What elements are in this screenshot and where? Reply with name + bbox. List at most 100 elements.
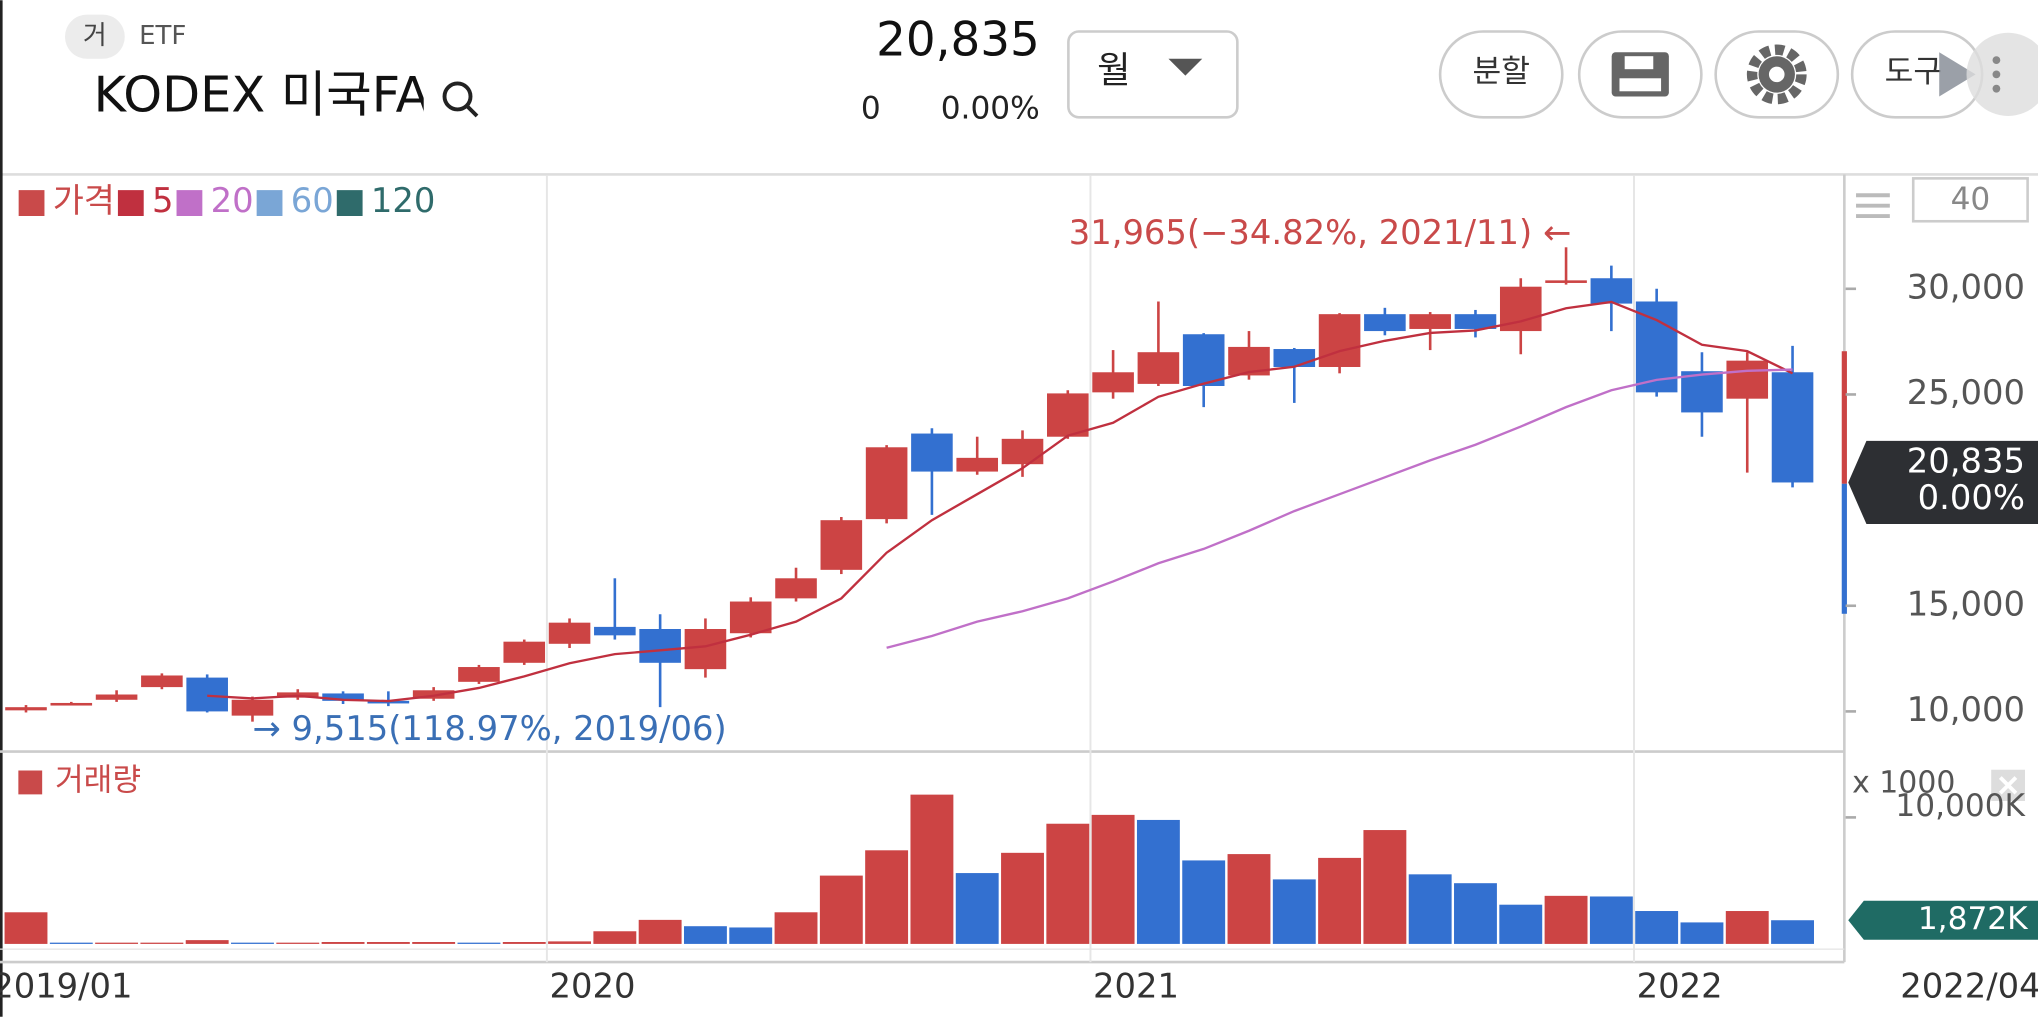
volume-bar	[1771, 920, 1814, 944]
x-tick-label: 2021	[1093, 967, 1179, 1006]
volume-title: 거래량	[55, 762, 141, 798]
candle-body	[231, 699, 274, 716]
volume-bar	[593, 931, 637, 944]
volume-bar	[366, 942, 410, 944]
candle-body	[1726, 360, 1769, 399]
volume-bar	[1227, 854, 1271, 944]
more-dots	[1992, 56, 2001, 93]
dropdown-arrow	[1168, 58, 1203, 76]
volume-bar	[95, 942, 139, 944]
legend: ■ 가격■ 5■ 20■ 60■ 120	[16, 180, 436, 219]
change-pct: 0.00%	[941, 90, 1040, 126]
legend-label: 120	[371, 180, 435, 219]
volume-bar	[1046, 823, 1090, 944]
candle-body	[503, 641, 546, 663]
volume-unit: x 1000	[1852, 766, 1955, 801]
close-volume[interactable]	[1991, 769, 2026, 801]
volume-bar	[819, 875, 863, 944]
y-tick-label: 30,000	[1907, 267, 2025, 306]
volume-bar	[729, 927, 773, 944]
volume-bar	[49, 942, 93, 944]
legend-marker: ■	[334, 180, 366, 219]
volume-y-tick-label: 10,000K	[1895, 788, 2026, 824]
volume-bar	[1363, 830, 1407, 944]
volume-bar	[955, 873, 999, 944]
candle-body	[1137, 352, 1180, 384]
split-button[interactable]	[1438, 30, 1564, 119]
high-annotation: 31,965(−34.82%, 2021/11) ←	[1069, 213, 1572, 252]
legend-label: 5	[152, 180, 174, 219]
candle-body	[1590, 278, 1633, 304]
change: 0	[861, 90, 881, 126]
candle-body	[5, 707, 47, 711]
period-count-box[interactable]	[1911, 177, 2029, 223]
candle-body	[865, 447, 908, 520]
candle-body	[1545, 280, 1587, 283]
candle-body	[729, 601, 772, 634]
range-indicator-up	[1841, 351, 1847, 484]
volume-bar	[1272, 879, 1316, 944]
candle-body	[1364, 314, 1406, 332]
period: 월	[1097, 48, 1130, 91]
volume-bar	[774, 912, 818, 944]
volume-bar	[1136, 819, 1180, 944]
volume-bar	[457, 942, 501, 944]
candle-body	[322, 693, 364, 701]
volume-tag-label: 1,872K	[1918, 901, 2029, 937]
range-indicator-down	[1841, 483, 1847, 614]
x-tick-label: 2022	[1637, 967, 1723, 1006]
volume-bar	[1001, 852, 1044, 944]
candle-body	[458, 667, 500, 682]
y-tick-label: 15,000	[1907, 584, 2025, 623]
volume-bar	[1635, 911, 1679, 944]
search-icon[interactable]	[442, 81, 479, 118]
volume-bar	[1091, 814, 1135, 944]
more-button[interactable]	[1966, 32, 2038, 116]
candle-body	[1681, 371, 1723, 413]
volume-bar	[4, 912, 48, 944]
price-tag	[1848, 440, 2038, 525]
legend-label: 20	[211, 180, 254, 219]
play-icon[interactable]	[1939, 52, 1976, 97]
volume-bar	[1544, 895, 1588, 944]
volume-bar	[865, 850, 909, 944]
volume-bar	[638, 919, 682, 944]
volume-bar	[1408, 874, 1452, 944]
volume-bar	[683, 926, 727, 944]
split-label: 분할	[1473, 54, 1530, 90]
period-dropdown[interactable]	[1067, 30, 1239, 119]
candle-body	[1092, 372, 1134, 393]
x-tick-label: 2020	[549, 967, 635, 1006]
volume-bar	[140, 942, 184, 944]
candle-body	[820, 520, 863, 570]
volume-bar	[231, 942, 274, 944]
candle-body	[1047, 393, 1089, 437]
candle-body	[141, 675, 183, 688]
candle-body	[684, 628, 727, 670]
menu-icon[interactable]	[1856, 193, 1890, 219]
volume-bar	[1725, 911, 1769, 944]
stock-name[interactable]: KODEX 미국FA	[94, 65, 430, 123]
badge	[64, 14, 125, 59]
price: 20,835	[876, 14, 1040, 68]
candle-body	[956, 457, 999, 472]
candle-body	[1409, 314, 1451, 329]
candle-body	[186, 677, 228, 712]
legend-marker: ■	[115, 180, 147, 219]
low-annotation: → 9,515(118.97%, 2019/06)	[252, 709, 726, 748]
volume-bar	[1499, 904, 1543, 944]
volume-bar	[276, 942, 320, 944]
candle-body	[1771, 372, 1814, 483]
y-tick-label: 25,000	[1907, 373, 2025, 412]
volume-bar	[1589, 896, 1633, 944]
candle-body	[1273, 349, 1316, 367]
candle-body	[548, 622, 591, 644]
volume-bar	[412, 942, 456, 944]
legend-marker: ■	[16, 180, 48, 219]
moving-average-line	[207, 300, 1794, 703]
price-tag-value: 20,835	[1907, 441, 2025, 480]
badge-text: 거	[83, 21, 107, 51]
candle-body	[1454, 314, 1497, 329]
candle-body	[775, 578, 817, 599]
